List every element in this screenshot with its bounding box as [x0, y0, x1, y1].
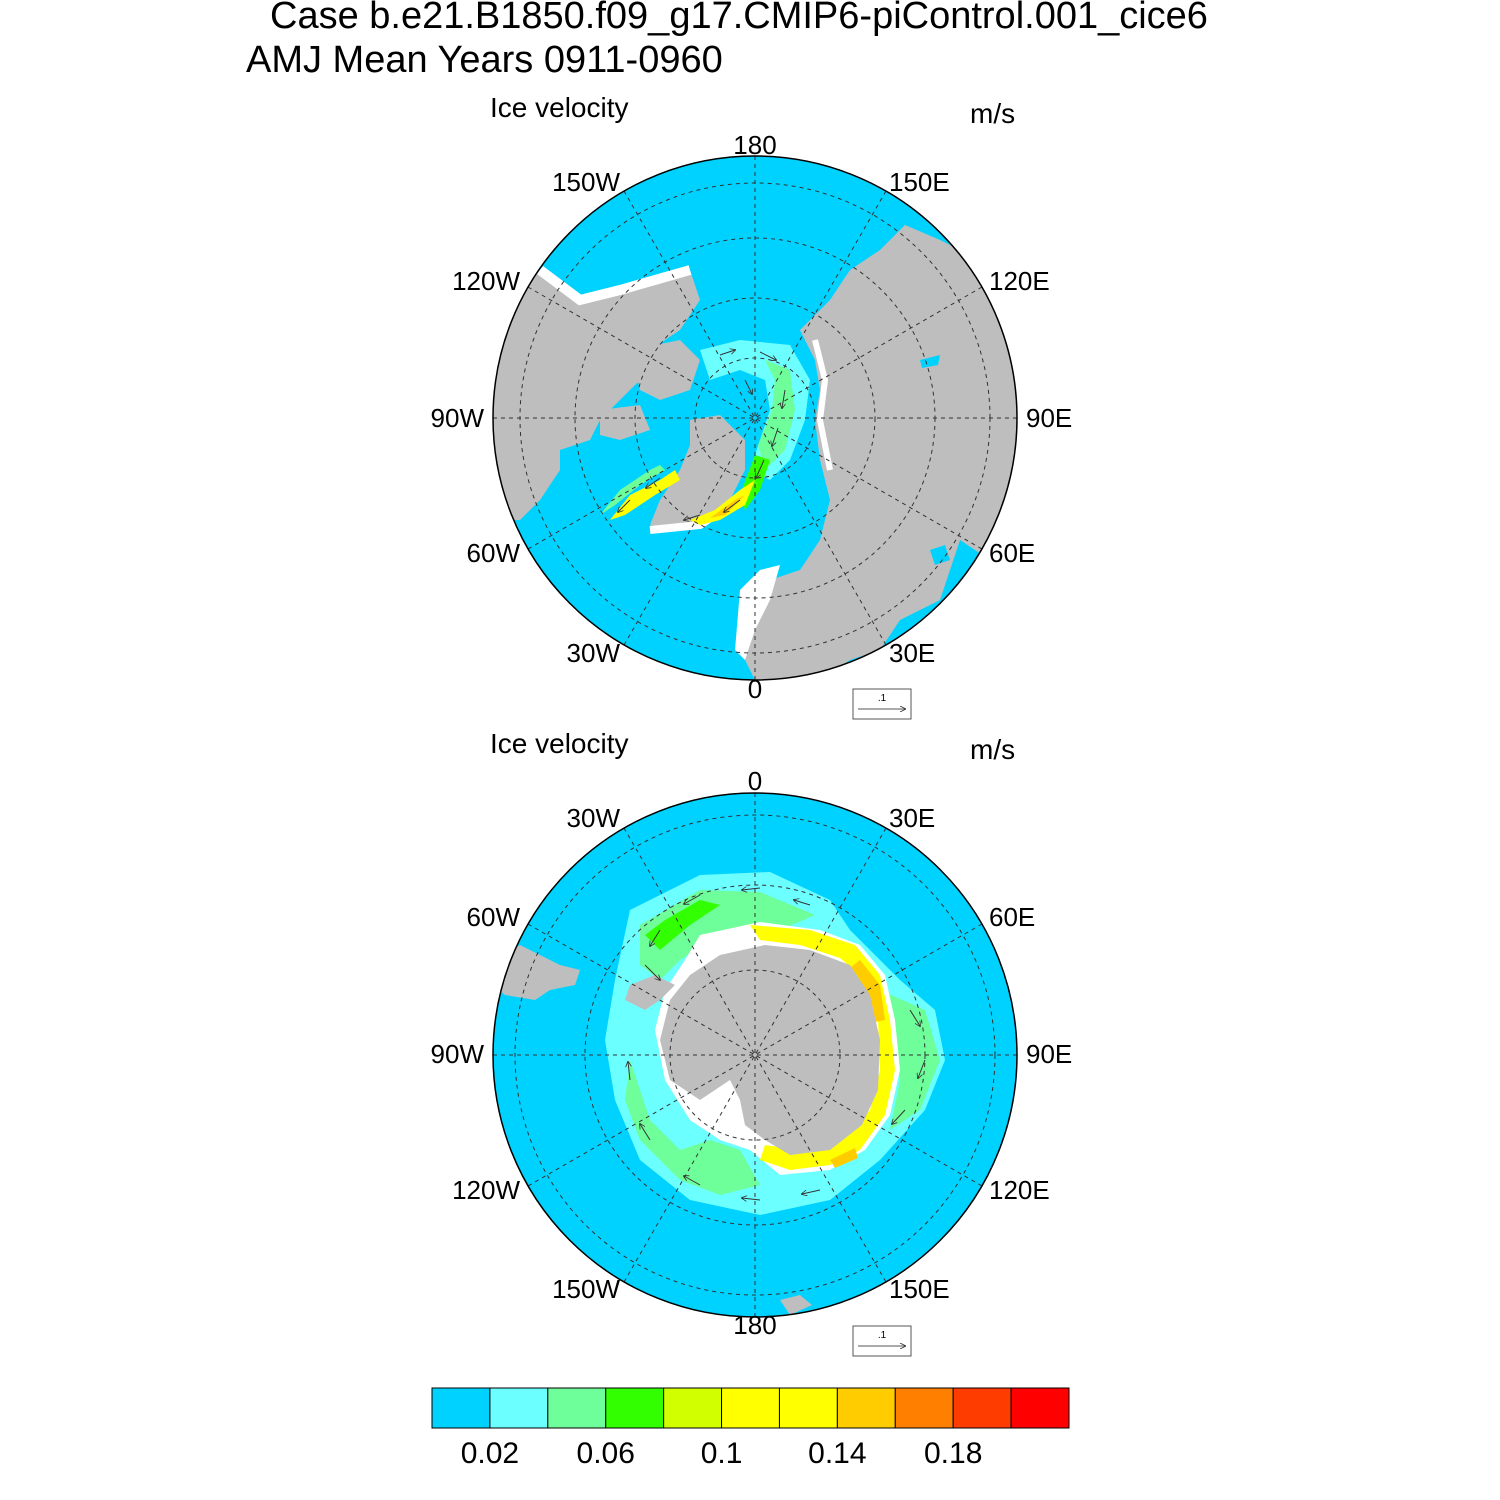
north-map-border [492, 155, 1018, 681]
north-lon-label: 60E [989, 538, 1035, 568]
colorbar-swatch [489, 1387, 549, 1429]
colorbar-swatch [605, 1387, 665, 1429]
south-panel-units: m/s [970, 734, 1016, 765]
colorbar-swatch [547, 1387, 607, 1429]
north-reference-vector: .1 [852, 688, 912, 720]
south-graticule [493, 793, 1017, 1317]
north-ref-label: .1 [878, 693, 887, 704]
north-lon-label: 120W [452, 266, 520, 296]
colorbar-swatch [952, 1387, 1012, 1429]
north-lon-label: 30E [889, 638, 935, 668]
north-lon-label: 0 [748, 674, 762, 704]
eurasia-land [740, 225, 1017, 680]
colorbar-tick-label: 0.06 [577, 1437, 635, 1470]
colorbar-tick-label: 0.14 [808, 1437, 866, 1470]
south-lon-label: 120E [989, 1175, 1050, 1205]
south-lon-label: 150E [889, 1274, 950, 1304]
figure-subtitle: AMJ Mean Years 0911-0960 [246, 39, 723, 81]
south-ref-label: .1 [878, 1330, 887, 1341]
north-lon-label: 90E [1026, 403, 1072, 433]
greenland-land [650, 415, 745, 530]
colorbar-swatch [894, 1387, 954, 1429]
colorbar-swatch [836, 1387, 896, 1429]
south-lon-label: 0 [748, 766, 762, 796]
north-panel-units: m/s [970, 98, 1016, 129]
colorbar-swatch [721, 1387, 780, 1429]
north-vectors [618, 350, 785, 520]
south-panel-title: Ice velocity [490, 728, 629, 759]
south-lon-label: 30E [889, 803, 935, 833]
south-vectors [628, 888, 926, 1200]
colorbar-swatch [1010, 1387, 1070, 1429]
north-panel-title: Ice velocity [490, 92, 629, 123]
south-lon-label: 150W [552, 1274, 620, 1304]
north-lon-label: 180 [733, 130, 776, 160]
figure-title: Case b.e21.B1850.f09_g17.CMIP6-piControl… [270, 0, 1208, 37]
south-polar-map [492, 792, 1018, 1318]
colorbar-swatch [663, 1387, 723, 1429]
south-america-land [493, 945, 580, 1000]
south-lon-label: 60E [989, 902, 1035, 932]
north-lon-label: 90W [431, 403, 485, 433]
south-lon-label: 60W [467, 902, 521, 932]
north-graticule [493, 156, 1017, 680]
colorbar-swatch [778, 1387, 838, 1429]
south-lon-label: 90W [431, 1039, 485, 1069]
south-lon-label: 180 [733, 1310, 776, 1340]
north-lon-label: 30W [567, 638, 621, 668]
south-lon-label: 90E [1026, 1039, 1072, 1069]
north-lon-label: 120E [989, 266, 1050, 296]
north-polar-map [492, 155, 1018, 681]
colorbar-tick-label: 0.18 [924, 1437, 982, 1470]
south-reference-vector: .1 [852, 1325, 912, 1357]
colorbar: 0.02 0.06 0.1 0.14 0.18 [431, 1387, 1070, 1470]
colorbar-tick-label: 0.1 [701, 1437, 743, 1470]
north-lon-label: 150W [552, 167, 620, 197]
north-longitude-labels: 180 150E 120E 90E 60E 30E 0 30W 60W 90W … [431, 130, 1073, 704]
south-lon-label: 120W [452, 1175, 520, 1205]
north-lon-label: 60W [467, 538, 521, 568]
south-lon-label: 30W [567, 803, 621, 833]
north-lon-label: 150E [889, 167, 950, 197]
colorbar-swatch [431, 1387, 491, 1429]
south-longitude-labels: 0 30E 60E 90E 120E 150E 180 150W 120W 90… [431, 766, 1073, 1340]
south-map-border [492, 792, 1018, 1318]
colorbar-tick-label: 0.02 [461, 1437, 519, 1470]
